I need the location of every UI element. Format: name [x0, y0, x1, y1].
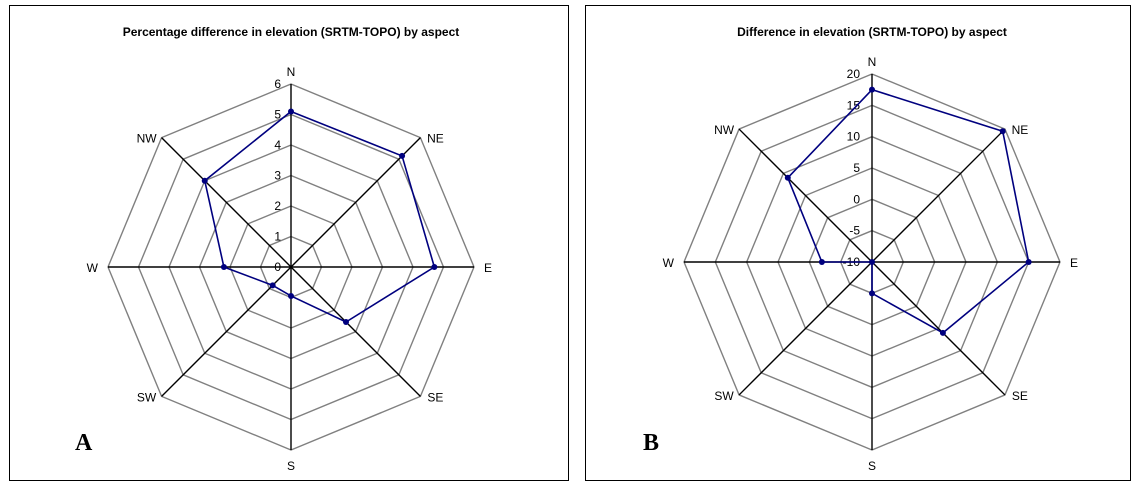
direction-label-sw: SW: [137, 390, 157, 404]
data-point-se: [342, 318, 349, 325]
direction-label-e: E: [1070, 256, 1078, 270]
direction-label-se: SE: [427, 390, 443, 404]
chart-title: Percentage difference in elevation (SRTM…: [123, 25, 460, 39]
data-point-nw: [784, 174, 791, 181]
tick-label: 2: [274, 199, 281, 213]
data-point-se: [939, 329, 946, 336]
chart-panel-b: Difference in elevation (SRTM-TOPO) by a…: [585, 5, 1131, 481]
direction-label-ne: NE: [1012, 123, 1029, 137]
tick-label: -5: [849, 224, 860, 238]
axis-spoke-ne: [871, 128, 1006, 263]
data-point-w: [220, 264, 227, 270]
data-point-w: [818, 259, 825, 265]
axis-spoke-nw: [738, 128, 873, 263]
direction-label-e: E: [484, 261, 492, 275]
data-point-ne: [399, 152, 406, 159]
data-point-e: [431, 264, 438, 270]
tick-label: 6: [274, 77, 281, 91]
data-point-ne: [999, 128, 1006, 135]
direction-label-n: N: [287, 65, 296, 79]
tick-label: 5: [274, 108, 281, 122]
axis-spoke-se: [871, 261, 1006, 396]
chart-title: Difference in elevation (SRTM-TOPO) by a…: [737, 25, 1007, 39]
tick-label: 3: [274, 169, 281, 183]
data-point-s: [288, 292, 294, 299]
tick-label: 4: [274, 138, 281, 152]
direction-label-se: SE: [1012, 389, 1028, 403]
direction-label-nw: NW: [137, 132, 158, 146]
direction-label-ne: NE: [427, 132, 444, 146]
tick-label: 0: [274, 260, 281, 274]
direction-label-s: S: [868, 459, 876, 473]
axis-spoke-se: [290, 266, 421, 397]
tick-label: 5: [853, 161, 860, 175]
panel-label-a: A: [75, 430, 93, 456]
axis-spoke-sw: [161, 266, 292, 397]
data-point-s: [869, 290, 875, 297]
panel-label-b: B: [643, 430, 660, 456]
direction-label-w: W: [663, 256, 675, 270]
tick-label: 1: [274, 230, 281, 244]
tick-label: 15: [847, 98, 861, 112]
direction-label-s: S: [287, 459, 295, 473]
chart-panel-a: Percentage difference in elevation (SRTM…: [9, 5, 569, 481]
data-point-sw: [269, 282, 276, 289]
direction-label-sw: SW: [714, 389, 734, 403]
data-point-n: [288, 108, 294, 115]
radar-chart-b: Difference in elevation (SRTM-TOPO) by a…: [663, 25, 1078, 473]
direction-label-nw: NW: [714, 123, 735, 137]
tick-label: 10: [847, 130, 861, 144]
direction-label-w: W: [87, 261, 99, 275]
tick-label: 20: [847, 67, 861, 81]
data-point-sw: [869, 259, 875, 265]
radar-chart-a: Percentage difference in elevation (SRTM…: [87, 25, 492, 473]
direction-label-n: N: [868, 55, 877, 69]
data-point-n: [869, 86, 875, 93]
axis-spoke-sw: [738, 261, 873, 396]
axis-spoke-ne: [290, 137, 421, 268]
data-point-e: [1025, 259, 1032, 265]
axis-spoke-nw: [161, 137, 292, 268]
tick-label: 0: [853, 192, 860, 206]
data-point-nw: [201, 177, 208, 184]
